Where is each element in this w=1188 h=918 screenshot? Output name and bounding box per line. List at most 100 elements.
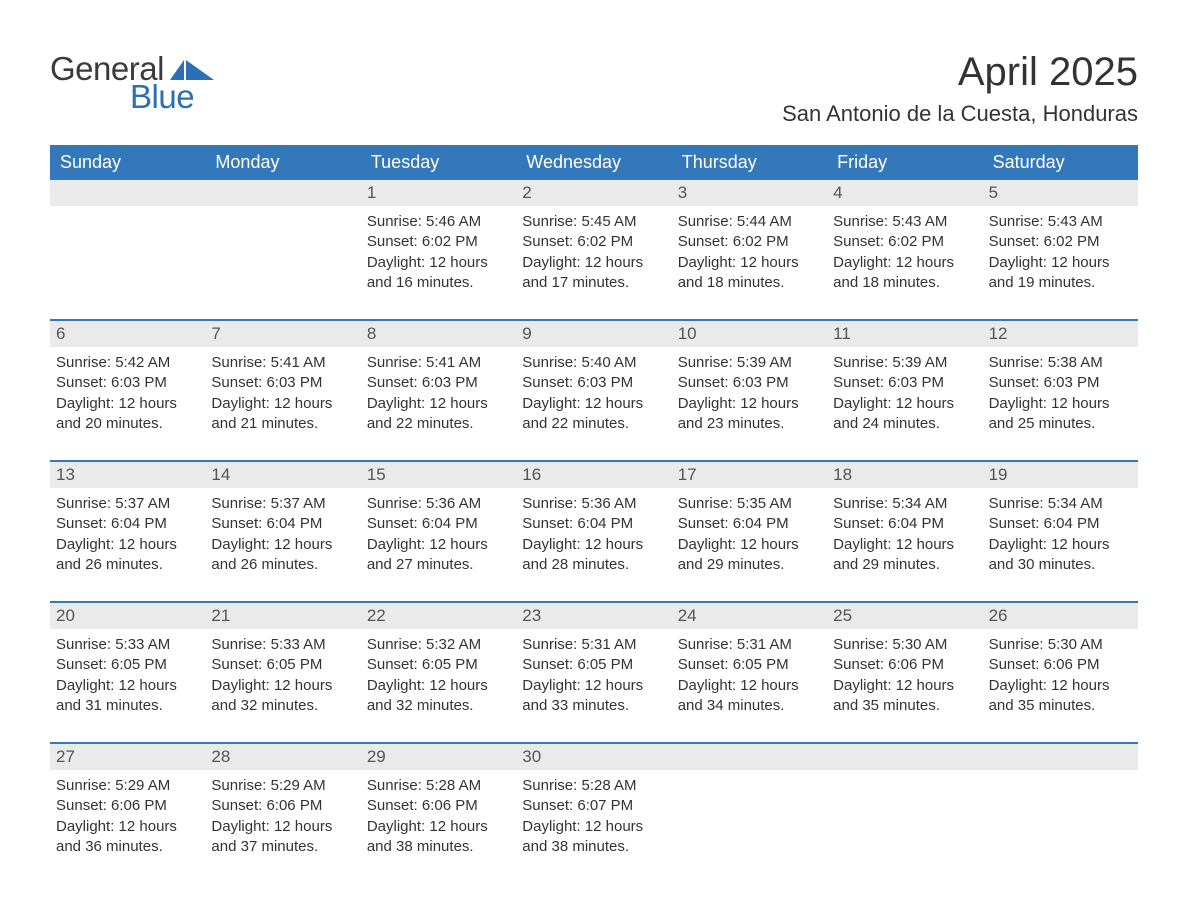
dow-friday: Friday [827, 145, 982, 180]
day-number: 14 [205, 462, 360, 488]
day-cell: Sunrise: 5:41 AMSunset: 6:03 PMDaylight:… [205, 347, 360, 444]
day-number-row: 27282930 [50, 744, 1138, 770]
sunset-text: Sunset: 6:05 PM [522, 655, 665, 675]
day-cell: Sunrise: 5:29 AMSunset: 6:06 PMDaylight:… [50, 770, 205, 867]
day-cell: Sunrise: 5:34 AMSunset: 6:04 PMDaylight:… [983, 488, 1138, 585]
d2-text: and 16 minutes. [367, 273, 510, 293]
day-number: 20 [50, 603, 205, 629]
header: General Blue April 2025 San Antonio de l… [50, 50, 1138, 127]
sunset-text: Sunset: 6:06 PM [367, 796, 510, 816]
d1-text: Daylight: 12 hours [56, 817, 199, 837]
sunset-text: Sunset: 6:03 PM [833, 373, 976, 393]
d2-text: and 26 minutes. [211, 555, 354, 575]
day-cell: Sunrise: 5:29 AMSunset: 6:06 PMDaylight:… [205, 770, 360, 867]
day-number: 29 [361, 744, 516, 770]
day-number: 1 [361, 180, 516, 206]
week-row: 20212223242526Sunrise: 5:33 AMSunset: 6:… [50, 601, 1138, 726]
day-number-row: 6789101112 [50, 321, 1138, 347]
day-number: 16 [516, 462, 671, 488]
sunset-text: Sunset: 6:03 PM [211, 373, 354, 393]
sunset-text: Sunset: 6:04 PM [678, 514, 821, 534]
day-cell [205, 206, 360, 303]
d2-text: and 35 minutes. [833, 696, 976, 716]
sunrise-text: Sunrise: 5:33 AM [56, 635, 199, 655]
day-cell [672, 770, 827, 867]
sunrise-text: Sunrise: 5:34 AM [989, 494, 1132, 514]
day-of-week-header: Sunday Monday Tuesday Wednesday Thursday… [50, 145, 1138, 180]
d1-text: Daylight: 12 hours [522, 817, 665, 837]
day-number [672, 744, 827, 770]
sunrise-text: Sunrise: 5:37 AM [211, 494, 354, 514]
day-number [50, 180, 205, 206]
sunrise-text: Sunrise: 5:30 AM [989, 635, 1132, 655]
d2-text: and 38 minutes. [522, 837, 665, 857]
sunrise-text: Sunrise: 5:32 AM [367, 635, 510, 655]
d2-text: and 37 minutes. [211, 837, 354, 857]
logo-word-blue: Blue [130, 78, 194, 116]
day-number: 28 [205, 744, 360, 770]
day-cell: Sunrise: 5:31 AMSunset: 6:05 PMDaylight:… [672, 629, 827, 726]
sunset-text: Sunset: 6:05 PM [211, 655, 354, 675]
sunset-text: Sunset: 6:02 PM [522, 232, 665, 252]
d2-text: and 20 minutes. [56, 414, 199, 434]
d1-text: Daylight: 12 hours [678, 676, 821, 696]
sunset-text: Sunset: 6:03 PM [678, 373, 821, 393]
d2-text: and 26 minutes. [56, 555, 199, 575]
week-row: 6789101112Sunrise: 5:42 AMSunset: 6:03 P… [50, 319, 1138, 444]
d1-text: Daylight: 12 hours [833, 676, 976, 696]
sunrise-text: Sunrise: 5:33 AM [211, 635, 354, 655]
sunset-text: Sunset: 6:06 PM [833, 655, 976, 675]
dow-thursday: Thursday [672, 145, 827, 180]
sunrise-text: Sunrise: 5:29 AM [211, 776, 354, 796]
sunset-text: Sunset: 6:04 PM [211, 514, 354, 534]
dow-sunday: Sunday [50, 145, 205, 180]
day-cell: Sunrise: 5:37 AMSunset: 6:04 PMDaylight:… [205, 488, 360, 585]
sunrise-text: Sunrise: 5:28 AM [522, 776, 665, 796]
week-row: 27282930Sunrise: 5:29 AMSunset: 6:06 PMD… [50, 742, 1138, 867]
d2-text: and 23 minutes. [678, 414, 821, 434]
d1-text: Daylight: 12 hours [678, 535, 821, 555]
day-number [827, 744, 982, 770]
sunset-text: Sunset: 6:02 PM [989, 232, 1132, 252]
day-cell: Sunrise: 5:42 AMSunset: 6:03 PMDaylight:… [50, 347, 205, 444]
day-number: 3 [672, 180, 827, 206]
dow-wednesday: Wednesday [516, 145, 671, 180]
sunset-text: Sunset: 6:05 PM [56, 655, 199, 675]
sunrise-text: Sunrise: 5:43 AM [833, 212, 976, 232]
day-number: 27 [50, 744, 205, 770]
d2-text: and 30 minutes. [989, 555, 1132, 575]
day-number: 15 [361, 462, 516, 488]
sunset-text: Sunset: 6:06 PM [211, 796, 354, 816]
sunset-text: Sunset: 6:03 PM [367, 373, 510, 393]
day-number: 22 [361, 603, 516, 629]
d2-text: and 31 minutes. [56, 696, 199, 716]
sunrise-text: Sunrise: 5:46 AM [367, 212, 510, 232]
logo: General Blue [50, 50, 214, 88]
d2-text: and 32 minutes. [211, 696, 354, 716]
day-cell: Sunrise: 5:37 AMSunset: 6:04 PMDaylight:… [50, 488, 205, 585]
weeks-container: 12345Sunrise: 5:46 AMSunset: 6:02 PMDayl… [50, 180, 1138, 867]
day-cell [827, 770, 982, 867]
day-cell: Sunrise: 5:41 AMSunset: 6:03 PMDaylight:… [361, 347, 516, 444]
day-number: 24 [672, 603, 827, 629]
sunrise-text: Sunrise: 5:30 AM [833, 635, 976, 655]
dow-monday: Monday [205, 145, 360, 180]
day-number: 2 [516, 180, 671, 206]
day-number: 5 [983, 180, 1138, 206]
d2-text: and 29 minutes. [678, 555, 821, 575]
day-number: 9 [516, 321, 671, 347]
sunrise-text: Sunrise: 5:39 AM [678, 353, 821, 373]
day-cell [983, 770, 1138, 867]
day-number: 17 [672, 462, 827, 488]
sunrise-text: Sunrise: 5:31 AM [678, 635, 821, 655]
sunset-text: Sunset: 6:04 PM [522, 514, 665, 534]
d2-text: and 22 minutes. [367, 414, 510, 434]
location-subtitle: San Antonio de la Cuesta, Honduras [782, 101, 1138, 127]
d2-text: and 17 minutes. [522, 273, 665, 293]
day-cell: Sunrise: 5:33 AMSunset: 6:05 PMDaylight:… [205, 629, 360, 726]
day-number: 21 [205, 603, 360, 629]
sunset-text: Sunset: 6:02 PM [678, 232, 821, 252]
sunrise-text: Sunrise: 5:28 AM [367, 776, 510, 796]
sunset-text: Sunset: 6:04 PM [367, 514, 510, 534]
title-block: April 2025 San Antonio de la Cuesta, Hon… [782, 50, 1138, 127]
